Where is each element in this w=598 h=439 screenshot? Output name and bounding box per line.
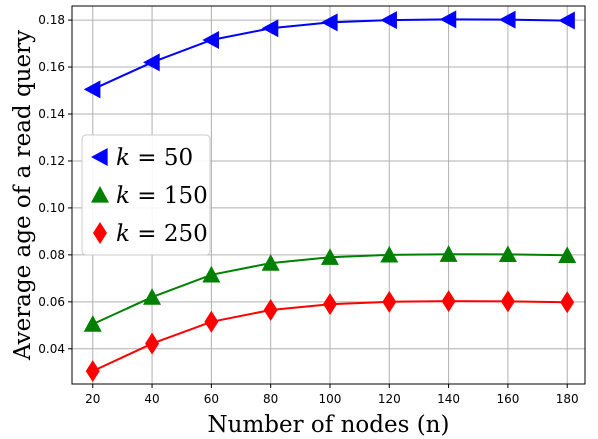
data-point (83, 315, 102, 332)
legend-marker-triangle-left (91, 148, 108, 166)
data-point (560, 291, 575, 314)
x-tick-label: 40 (144, 392, 159, 406)
data-point (83, 80, 101, 99)
x-tick-label: 180 (556, 392, 579, 406)
legend-label: k = 250 (116, 221, 208, 247)
legend-marker-diamond (93, 222, 107, 244)
series-group (83, 10, 577, 383)
legend: k = 50 k = 150 k = 250 (81, 134, 211, 256)
data-point (320, 13, 338, 32)
data-point (382, 290, 397, 313)
legend-variable: k (116, 145, 130, 171)
legend-value: 150 (164, 183, 208, 209)
legend-equals: = (130, 145, 164, 171)
y-tick-label: 0.14 (38, 107, 65, 121)
series (83, 245, 577, 332)
y-axis-label: Average age of a read query (10, 30, 36, 361)
legend-variable: k (116, 221, 130, 247)
data-point (380, 11, 397, 30)
legend-equals: = (130, 183, 164, 209)
data-point (498, 10, 516, 29)
legend-marker-shape (91, 148, 108, 166)
data-point (439, 245, 458, 262)
plot-frame (71, 5, 586, 385)
data-point (320, 248, 339, 265)
data-point (263, 299, 278, 322)
legend-equals: = (130, 221, 164, 247)
x-tick-label: 160 (496, 392, 519, 406)
x-tick-label: 80 (263, 392, 278, 406)
y-tick-label: 0.12 (38, 154, 65, 168)
data-point (322, 293, 337, 316)
y-tick-label: 0.06 (38, 295, 65, 309)
data-point (145, 332, 160, 355)
data-point (500, 290, 515, 313)
data-point (380, 245, 399, 263)
x-tick-label: 100 (319, 392, 342, 406)
y-tick-label: 0.04 (38, 342, 65, 356)
data-point (558, 11, 575, 30)
data-point (202, 31, 220, 50)
x-axis-label: Number of nodes (n) (208, 412, 450, 438)
x-tick-label: 20 (85, 392, 100, 406)
y-tick-label: 0.16 (38, 60, 65, 74)
legend-label: k = 150 (116, 183, 208, 209)
series (83, 10, 575, 99)
axis-ticks: 20 40 60 80 100 120 140 160 180 0.04 0.06 0.08 0.10 0… (38, 13, 578, 406)
legend-marker-triangle-up (91, 186, 109, 203)
y-tick-label: 0.10 (38, 201, 65, 215)
legend-box (81, 134, 211, 256)
legend-value: 50 (164, 145, 193, 171)
x-tick-label: 60 (204, 392, 219, 406)
data-point (558, 246, 577, 263)
data-point (498, 245, 517, 263)
legend-marker-shape (93, 222, 107, 244)
legend-entry: k = 150 (91, 183, 208, 209)
legend-value: 250 (164, 221, 208, 247)
legend-entry: k = 250 (93, 221, 208, 247)
data-point (204, 310, 219, 333)
data-point (85, 360, 100, 383)
data-point (143, 53, 160, 72)
legend-marker-shape (91, 186, 109, 203)
data-point (202, 265, 221, 283)
data-point (143, 288, 162, 305)
data-point (261, 19, 279, 38)
x-tick-label: 120 (378, 392, 401, 406)
legend-entry: k = 50 (91, 145, 193, 171)
data-point (439, 10, 457, 29)
legend-label: k = 50 (116, 145, 193, 171)
data-point (261, 254, 280, 271)
x-tick-label: 140 (437, 392, 460, 406)
series (85, 290, 575, 383)
y-tick-label: 0.08 (38, 248, 65, 262)
data-point (441, 290, 456, 313)
legend-variable: k (116, 183, 130, 209)
y-tick-label: 0.18 (38, 13, 65, 27)
